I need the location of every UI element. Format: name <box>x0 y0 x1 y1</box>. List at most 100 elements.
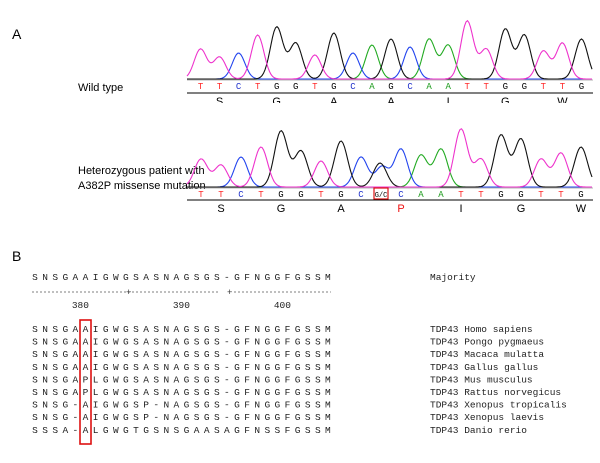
residue: S <box>305 387 311 398</box>
base-call: G <box>498 190 503 200</box>
residue: W <box>113 374 119 385</box>
residue: G <box>204 400 210 411</box>
sequence-name: TDP43 Gallus gallus <box>430 362 538 373</box>
residue: N <box>254 400 260 411</box>
sequence-name: TDP43 Mus musculus <box>430 374 533 385</box>
residue: A <box>143 337 149 348</box>
base-call: G <box>518 190 523 200</box>
residue: S <box>194 400 200 411</box>
residue: F <box>285 349 291 360</box>
trace-c <box>187 148 592 188</box>
residue: N <box>163 349 169 360</box>
residue: A <box>62 425 68 436</box>
alignment-row: S N S G - A I G W G S P - N A G S G S - G F N G G F G S S M TDP43 Xeno… <box>32 400 567 411</box>
trace-g <box>187 25 593 80</box>
base-call-row: T T C T G G T G C G/C C A A T T G G T T G <box>198 187 584 200</box>
base-call: T <box>255 82 261 92</box>
trace-t <box>186 19 592 80</box>
residue: P <box>83 374 89 385</box>
residue: N <box>42 337 48 348</box>
residue: S <box>194 374 200 385</box>
amino-acid: I <box>459 203 462 213</box>
residue: G <box>234 400 240 411</box>
residue: G <box>264 349 270 360</box>
residue: - <box>224 362 230 373</box>
residue: G <box>123 349 129 360</box>
base-call: T <box>484 82 490 92</box>
residue: G <box>275 272 281 283</box>
residue: S <box>32 337 38 348</box>
base-call: G <box>331 82 336 92</box>
residue: S <box>315 412 321 423</box>
residue: W <box>113 272 119 283</box>
residue: G <box>234 324 240 335</box>
residue: N <box>42 412 48 423</box>
residue: W <box>113 425 119 436</box>
residue: G <box>184 374 190 385</box>
residue: I <box>93 349 99 360</box>
residue: G <box>264 324 270 335</box>
residue: M <box>325 362 331 373</box>
residue: N <box>254 324 260 335</box>
residue: - <box>73 425 79 436</box>
residue: G <box>295 362 301 373</box>
residue: - <box>73 400 79 411</box>
alignment-row: S S S A - A L G W G T G S N S G A A S A G F N S S F G S S M TDP43 Dani… <box>32 425 527 436</box>
base-call: G <box>579 82 584 92</box>
residue: G <box>123 374 129 385</box>
residue: S <box>305 324 311 335</box>
residue: G <box>123 272 129 283</box>
residue: F <box>285 425 291 436</box>
residue: S <box>194 337 200 348</box>
residue: M <box>325 349 331 360</box>
residue: A <box>73 324 79 335</box>
residue: S <box>305 272 311 283</box>
residue: G <box>234 425 240 436</box>
residue: G <box>234 272 240 283</box>
residue: G <box>62 374 68 385</box>
residue: - <box>224 374 230 385</box>
residue: N <box>254 425 260 436</box>
residue: S <box>32 272 38 283</box>
residue: M <box>325 425 331 436</box>
mutation-box <box>373 187 389 200</box>
residue: G <box>295 272 301 283</box>
amino-acid: G <box>501 96 510 103</box>
residue: F <box>244 272 250 283</box>
base-call: C <box>350 82 356 92</box>
residue: S <box>52 387 58 398</box>
residue: S <box>305 425 311 436</box>
residue: M <box>325 387 331 398</box>
residue: F <box>244 337 250 348</box>
residue: M <box>325 412 331 423</box>
residue: I <box>93 324 99 335</box>
residue: W <box>113 412 119 423</box>
residue: S <box>32 400 38 411</box>
alignment-row: S N S G A A I G W G S A S N A G S G S - G F N G G F G S S M TDP43 Homo… <box>32 324 532 335</box>
residue: S <box>153 425 159 436</box>
residue: A <box>174 324 180 335</box>
residue: G <box>123 400 129 411</box>
residue: N <box>254 387 260 398</box>
residue: S <box>214 362 220 373</box>
residue: F <box>285 324 291 335</box>
residue: N <box>163 412 169 423</box>
residue: G <box>264 387 270 398</box>
residue: G <box>103 337 109 348</box>
residue: S <box>42 425 48 436</box>
base-call: C <box>407 82 413 92</box>
amino-acid: G <box>517 203 526 213</box>
residue: G <box>62 400 68 411</box>
position-ruler: + +380 390 400 <box>32 288 331 311</box>
residue: A <box>143 362 149 373</box>
residue: N <box>254 272 260 283</box>
residue: G <box>103 387 109 398</box>
amino-acid: W <box>576 203 587 213</box>
base-call: T <box>538 190 544 200</box>
residue: S <box>315 374 321 385</box>
residue: G <box>62 337 68 348</box>
sequence-name: TDP43 Rattus norvegicus <box>430 387 561 398</box>
residue: F <box>244 362 250 373</box>
residue: - <box>224 412 230 423</box>
